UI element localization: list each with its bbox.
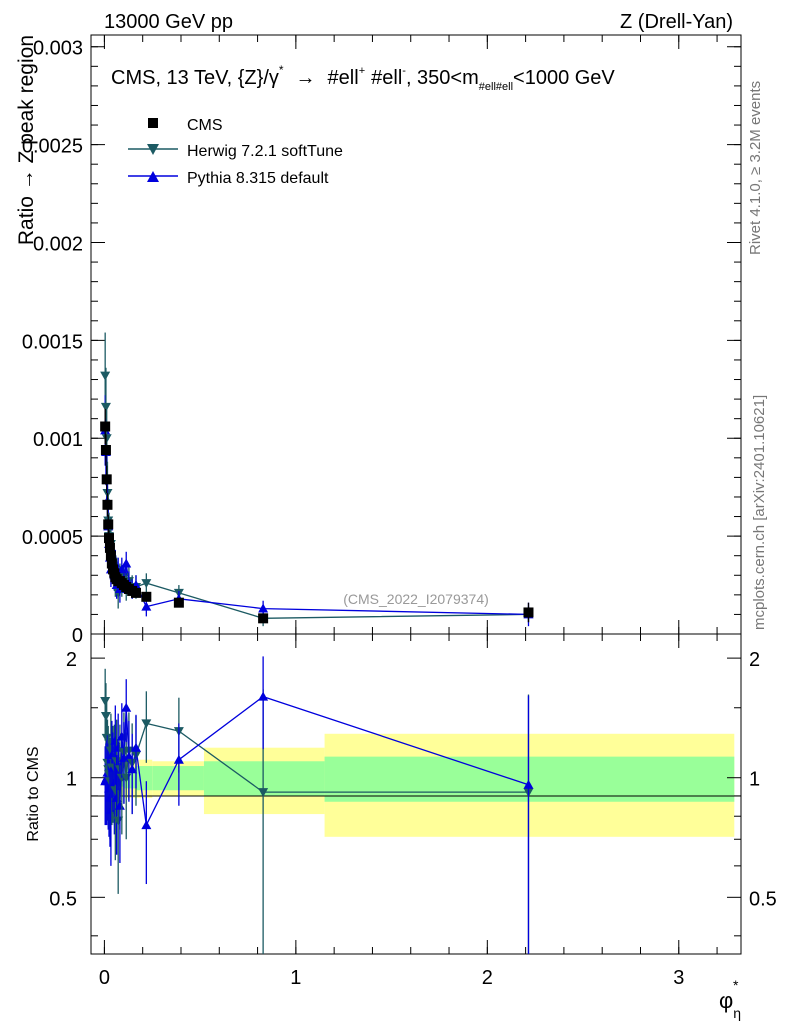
herwig-main-point bbox=[141, 579, 152, 589]
ratio-y-tick-label: 2 bbox=[66, 649, 77, 671]
cms-main-point bbox=[523, 607, 534, 618]
herwig-ratio-point bbox=[141, 719, 152, 729]
cms-uncertainty-band-inner bbox=[135, 766, 153, 791]
cms-uncertainty-band-inner bbox=[132, 767, 136, 789]
ratio-uncertainty-bands bbox=[104, 733, 735, 837]
cms-uncertainty-band-inner bbox=[128, 767, 133, 789]
cms-uncertainty-band-inner bbox=[152, 766, 204, 791]
pythia-main-line bbox=[104, 430, 529, 616]
rivet-version-label: Rivet 4.1.0, ≥ 3.2M events bbox=[747, 81, 764, 255]
pythia-ratio-point bbox=[523, 779, 534, 789]
ratio-y-tick-label-right: 1 bbox=[749, 769, 760, 791]
pythia-main-point bbox=[121, 558, 132, 568]
legend-cms-marker bbox=[148, 118, 158, 128]
ratio-y-tick-label: 0.5 bbox=[49, 888, 77, 910]
herwig-ratio-point bbox=[258, 788, 269, 798]
cms-main-point bbox=[258, 613, 269, 624]
main-y-tick-label: 0.002 bbox=[33, 233, 83, 255]
process-name-label: Z (Drell-Yan) bbox=[620, 11, 733, 33]
ratio-axis-ticks: 0.5 0.5 1 1 2 2 0 1 2 3 bbox=[49, 634, 777, 989]
herwig-ratio-point bbox=[113, 816, 124, 826]
cms-main-point bbox=[105, 550, 116, 561]
main-y-tick-label: 0.003 bbox=[33, 38, 83, 60]
ratio-plot-frame bbox=[90, 633, 742, 955]
ratio-y-tick-label: 1 bbox=[66, 769, 77, 791]
pythia-ratio-point bbox=[130, 742, 141, 752]
pythia-ratio-point bbox=[127, 764, 138, 774]
legend-entry-herwig: Herwig 7.2.1 softTune bbox=[128, 143, 343, 160]
main-y-tick-label: 0.0025 bbox=[22, 136, 83, 158]
main-y-tick-label: 0.0005 bbox=[22, 527, 83, 549]
legend-entry-cms: CMS bbox=[148, 117, 223, 134]
main-y-tick-label: 0.0015 bbox=[22, 331, 83, 353]
legend-cms-label: CMS bbox=[187, 117, 223, 134]
main-axis-ticks: 0 0.0005 0.001 0.0015 0.002 0.0025 0.003 bbox=[22, 35, 741, 647]
herwig-ratio-point bbox=[100, 696, 111, 706]
legend-pythia-label: Pythia 8.315 default bbox=[187, 170, 329, 187]
x-tick-label: 2 bbox=[482, 967, 493, 989]
ratio-series bbox=[100, 656, 534, 954]
pythia-ratio-point bbox=[111, 792, 122, 802]
ratio-panel: 0.5 0.5 1 1 2 2 0 1 2 3 Ratio to CMS bbox=[25, 633, 777, 989]
cms-main-point bbox=[104, 542, 115, 553]
main-y-tick-label: 0 bbox=[72, 625, 83, 647]
legend: CMS Herwig 7.2.1 softTune Pythia 8.315 d… bbox=[128, 117, 343, 187]
cms-main-point bbox=[173, 597, 184, 608]
process-energy-label: 13000 GeV pp bbox=[104, 11, 233, 33]
cms-main-point bbox=[103, 519, 114, 530]
pythia-ratio-point bbox=[173, 754, 184, 764]
main-y-axis-label: Ratio → Z peak region bbox=[15, 35, 38, 245]
pythia-main-point bbox=[141, 601, 152, 611]
cms-main-point bbox=[141, 591, 152, 602]
pythia-ratio-point bbox=[121, 702, 132, 712]
legend-entry-pythia: Pythia 8.315 default bbox=[128, 170, 329, 187]
pythia-ratio-point bbox=[258, 691, 269, 701]
herwig-main-point bbox=[100, 402, 111, 412]
main-series bbox=[100, 332, 534, 627]
legend-herwig-label: Herwig 7.2.1 softTune bbox=[187, 143, 343, 160]
cms-main-point bbox=[106, 558, 117, 569]
x-axis-label-star: * bbox=[733, 977, 739, 993]
main-y-tick-label: 0.001 bbox=[33, 429, 83, 451]
chart-title: CMS, 13 TeV, {Z}/γ* → #ell+ #ell-, 350<m#el… bbox=[111, 63, 615, 93]
ratio-y-axis-label: Ratio to CMS bbox=[25, 746, 42, 841]
ratio-y-tick-label-right: 2 bbox=[749, 649, 760, 671]
x-tick-label: 1 bbox=[290, 967, 301, 989]
pythia-ratio-point bbox=[123, 751, 134, 761]
ratio-y-tick-label-right: 0.5 bbox=[749, 888, 777, 910]
x-tick-label: 3 bbox=[673, 967, 684, 989]
x-tick-label: 0 bbox=[99, 967, 110, 989]
cms-main-point bbox=[103, 533, 114, 544]
mcplots-credit-label: mcplots.cern.ch [arXiv:2401.10621] bbox=[751, 395, 768, 630]
pythia-ratio-point bbox=[141, 820, 152, 830]
cms-main-point bbox=[130, 587, 141, 598]
herwig-main-point bbox=[100, 371, 111, 381]
legend-herwig-marker bbox=[147, 144, 159, 155]
cms-main-point bbox=[101, 474, 112, 485]
cms-main-point bbox=[102, 499, 113, 510]
cms-main-point bbox=[100, 421, 111, 432]
analysis-watermark: (CMS_2022_I2079374) bbox=[343, 591, 489, 607]
pythia-main-point bbox=[258, 603, 269, 613]
main-panel: 0 0.0005 0.001 0.0015 0.002 0.0025 0.003 Ratio… bbox=[15, 34, 742, 647]
herwig-main-line bbox=[104, 375, 529, 619]
herwig-main-point bbox=[101, 434, 112, 444]
legend-pythia-marker bbox=[147, 171, 159, 182]
cms-main-point bbox=[100, 444, 111, 455]
x-axis-label: φη bbox=[719, 988, 741, 1021]
herwig-ratio-point bbox=[100, 712, 111, 722]
